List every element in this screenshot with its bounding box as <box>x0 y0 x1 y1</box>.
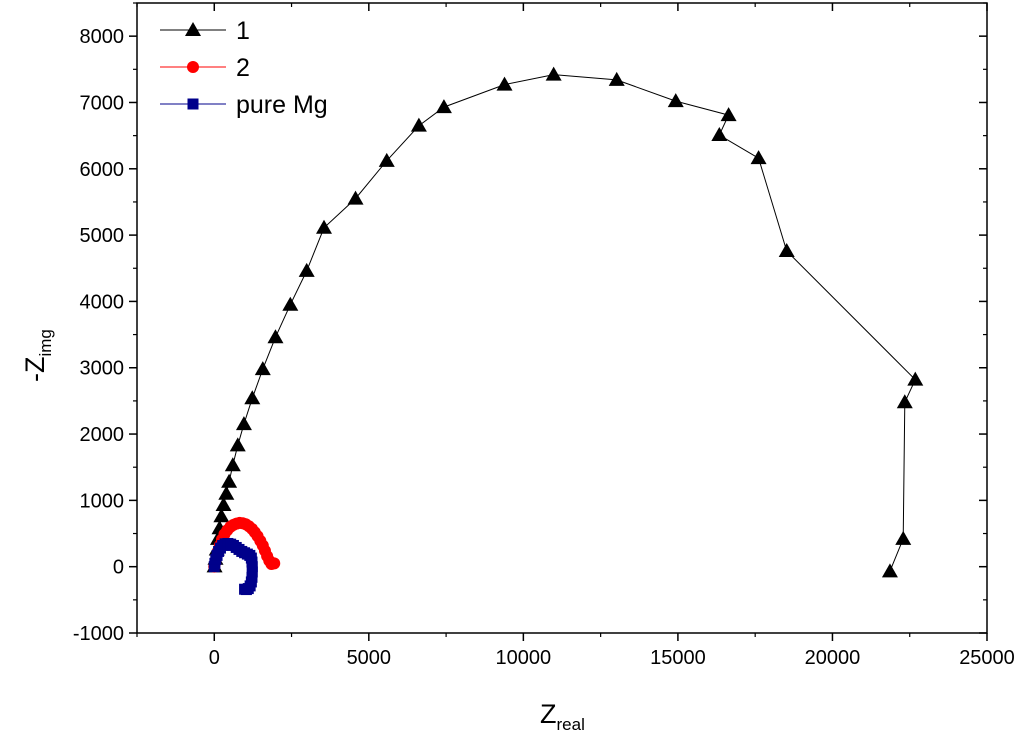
data-point <box>347 190 364 205</box>
legend-marker <box>187 98 199 110</box>
data-point <box>218 485 235 500</box>
data-point <box>778 243 795 258</box>
y-axis-ticks: -1000 0 1000 2000 3000 4000 5000 6000 7000 8000 <box>73 2 987 645</box>
data-point <box>213 508 230 523</box>
series-1 <box>206 66 924 578</box>
series-layer <box>206 66 924 596</box>
y-axis-title: -Zimg <box>20 329 55 382</box>
data-point <box>268 557 281 570</box>
x-axis-title-sub: real <box>557 715 585 734</box>
x-tick-label: 15000 <box>650 647 706 669</box>
plot-border <box>136 2 988 634</box>
y-tick-label: 4000 <box>80 291 125 313</box>
y-axis-title-sub: img <box>36 329 55 356</box>
legend-item: 2 <box>160 54 250 82</box>
data-point <box>711 126 728 141</box>
plot-frame <box>136 2 988 634</box>
data-point <box>298 262 315 277</box>
legend-item: 1 <box>160 17 250 45</box>
y-tick-label: 5000 <box>80 225 125 247</box>
data-point <box>221 473 238 488</box>
data-point <box>667 93 684 108</box>
data-point <box>239 583 251 595</box>
x-tick-label: 25000 <box>959 647 1015 669</box>
y-tick-label: 3000 <box>80 358 125 380</box>
y-axis-title-main: -Z <box>20 357 50 382</box>
x-axis-title: Zreal <box>540 699 585 734</box>
data-point <box>435 99 452 114</box>
x-tick-label: 5000 <box>347 647 392 669</box>
x-axis-ticks: 0 5000 10000 15000 20000 25000 <box>136 3 1015 669</box>
data-point <box>545 66 562 81</box>
legend-item: pure Mg <box>160 91 328 119</box>
legend-marker <box>187 61 199 73</box>
legend-label: 1 <box>236 17 250 45</box>
x-tick-label: 20000 <box>805 647 861 669</box>
series-line <box>214 74 916 572</box>
data-point <box>215 497 232 512</box>
data-point <box>267 329 284 344</box>
data-point <box>410 117 427 132</box>
data-point <box>224 457 241 472</box>
y-tick-label: 1000 <box>80 490 125 512</box>
x-tick-label: 0 <box>209 647 220 669</box>
y-tick-label: 2000 <box>80 424 125 446</box>
data-point <box>608 71 625 86</box>
data-point <box>229 437 246 452</box>
data-point <box>881 563 898 578</box>
legend-label: pure Mg <box>236 91 328 119</box>
y-tick-label: 8000 <box>80 26 125 48</box>
data-point <box>316 219 332 234</box>
data-point <box>750 150 767 165</box>
x-tick-label: 10000 <box>496 647 552 669</box>
legend-marker <box>185 22 201 36</box>
x-axis-title-main: Z <box>540 699 557 729</box>
data-point <box>244 390 261 405</box>
data-point <box>378 152 395 167</box>
legend-label: 2 <box>236 54 250 82</box>
data-point <box>282 296 299 311</box>
data-point <box>907 371 924 386</box>
series-pure-mg <box>208 537 258 596</box>
y-tick-label: -1000 <box>73 623 124 645</box>
data-point <box>235 416 252 431</box>
data-point <box>720 107 737 122</box>
legend: 1 2 pure Mg <box>160 17 328 119</box>
data-point <box>895 530 912 545</box>
y-tick-label: 7000 <box>80 92 125 114</box>
y-tick-label: 0 <box>113 557 124 579</box>
data-point <box>896 394 913 409</box>
data-point <box>496 76 513 91</box>
data-point <box>254 361 271 376</box>
y-tick-label: 6000 <box>80 159 125 181</box>
